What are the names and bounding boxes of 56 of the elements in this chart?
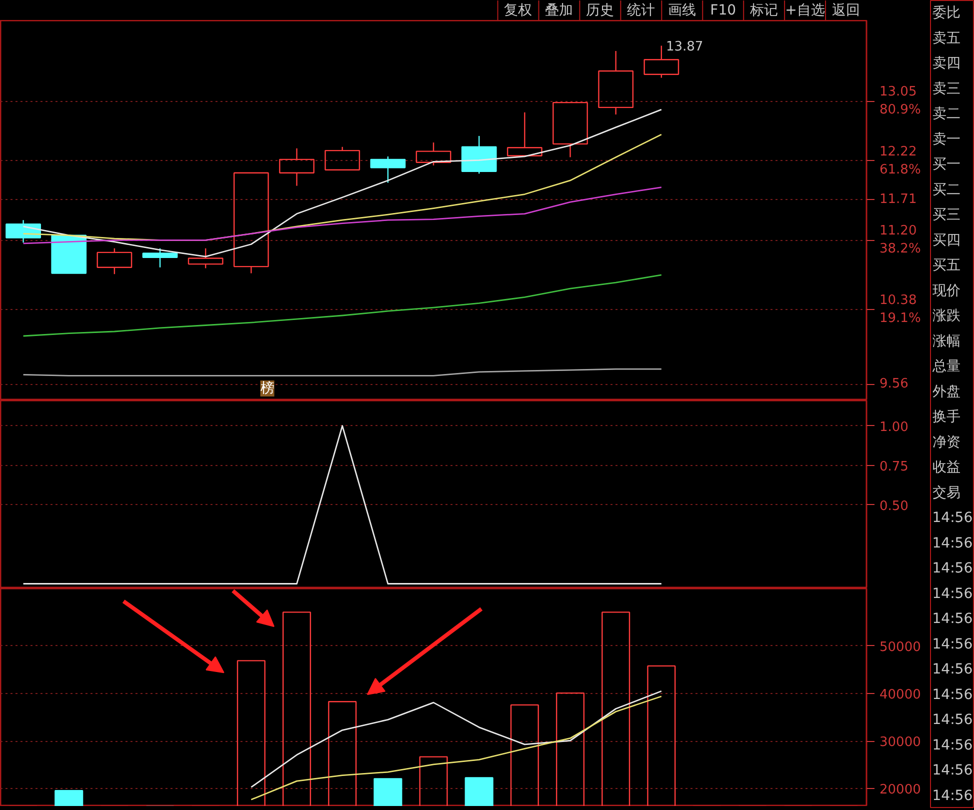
y-tick-label: 11.20 38.2% [880,224,921,257]
text: 买二 [932,182,960,198]
text: 收益 [932,460,960,476]
text: 卖一 [932,131,960,148]
text: 交易 [932,484,960,501]
text: 14:56 [932,686,973,703]
text: 复权 [504,2,532,18]
text: 标记 [749,2,778,18]
text: 净资 [932,434,960,450]
text: 委比 [932,5,960,22]
text: 买四 [932,232,960,248]
text: 历史 [586,2,614,18]
text: 现价 [932,282,960,299]
text: 买三 [932,207,960,224]
annotation: 榜 [260,380,274,396]
text: 14:56 [932,586,973,602]
text: 14:56 [932,611,973,628]
text: 画线 [668,2,696,18]
text: 14:56 [932,535,973,552]
text: 总量 [931,358,960,375]
y-tick-label: 12.22 61.8% [880,144,921,178]
text: 14:56 [932,762,973,779]
y-tick-label: 30000 [880,735,921,750]
text: 卖二 [932,106,960,122]
text: 换手 [932,409,960,426]
y-tick-label: 50000 [880,640,921,655]
text: 14:56 [932,662,973,678]
text: 14:56 [932,737,973,754]
text: 卖三 [932,80,960,97]
text: 14:56 [932,510,973,526]
text: +自选 [785,2,825,18]
text: 外盘 [932,384,960,400]
text: 14:56 [932,636,973,652]
text: 涨幅 [932,333,960,350]
y-tick-label: 1.00 [880,420,908,435]
text: 涨跌 [932,308,960,324]
y-tick-label: 10.38 19.1% [880,292,921,326]
text: 14:56 [932,788,973,804]
text: 卖五 [932,30,960,46]
y-tick-label: 40000 [880,688,921,703]
text: 卖四 [932,56,960,72]
text: 14:56 [932,712,973,728]
text: F10 [710,2,736,18]
y-tick-label: 9.56 [880,376,908,392]
y-tick-label: 0.75 [880,459,908,474]
y-tick-label: 0.50 [880,498,908,514]
text: 买一 [932,156,960,173]
text: 返回 [832,2,860,18]
text: 叠加 [545,2,574,18]
y-tick-label: 11.71 [880,192,917,208]
text: 14:56 [932,560,973,577]
y-tick-label: 20000 [880,782,921,798]
y-tick-label: 13.05 80.9% [880,84,921,118]
text: 统计 [627,2,656,18]
text: 买五 [932,258,960,274]
annotation: 13.87 [666,40,704,55]
